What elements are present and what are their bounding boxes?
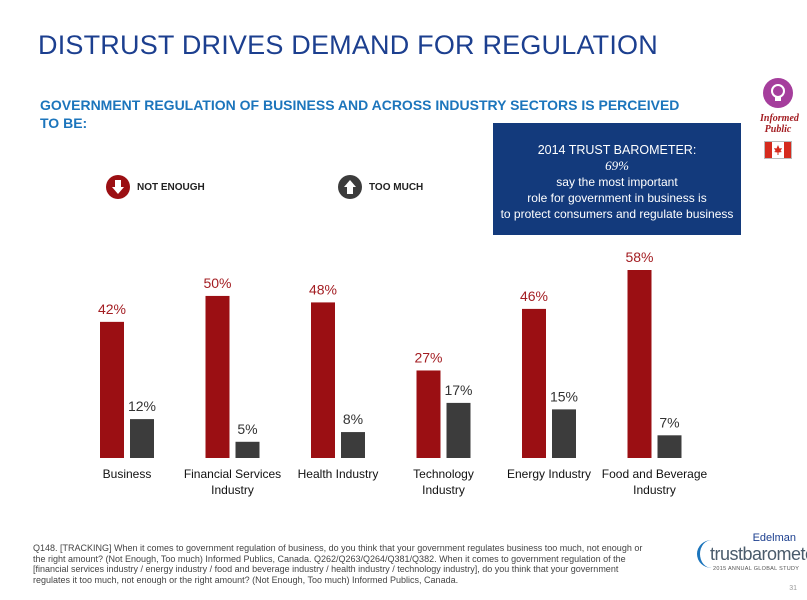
callout-percent: 69% bbox=[605, 158, 629, 173]
data-label-too-much-3: 17% bbox=[444, 382, 472, 398]
footnote: Q148. [TRACKING] When it comes to govern… bbox=[33, 543, 643, 585]
data-label-not-enough-3: 27% bbox=[414, 349, 442, 365]
x-tick-label: Financial Services Industry bbox=[183, 467, 282, 497]
x-tick-label: Health Industry bbox=[297, 467, 379, 481]
data-label-too-much-1: 5% bbox=[237, 421, 257, 437]
informed-public-label: Informed Public bbox=[760, 113, 799, 135]
data-label-not-enough-2: 48% bbox=[309, 281, 337, 297]
callout-line-1: say the most important bbox=[556, 175, 678, 189]
x-tick-label: Energy Industry bbox=[506, 467, 592, 481]
legend-too-much: TOO MUCH bbox=[338, 175, 423, 199]
data-label-too-much-2: 8% bbox=[343, 411, 363, 427]
data-label-not-enough-1: 50% bbox=[203, 275, 231, 291]
x-tick-label: Technology Industry bbox=[413, 467, 474, 497]
page-number: 31 bbox=[789, 585, 797, 592]
callout-title: 2014 TRUST BAROMETER: bbox=[537, 143, 697, 157]
logo-brand: Edelman bbox=[752, 532, 796, 544]
bar-not-enough-1 bbox=[205, 295, 230, 458]
callout-line-2: role for government in business is bbox=[527, 191, 707, 205]
bar-not-enough-2 bbox=[311, 302, 335, 458]
x-tick-label: Business bbox=[102, 467, 152, 481]
bar-too-much-1 bbox=[235, 441, 260, 458]
data-label-too-much-0: 12% bbox=[128, 398, 156, 414]
lightbulb-icon bbox=[763, 78, 793, 108]
canada-flag-icon bbox=[764, 141, 792, 159]
bar-not-enough-5 bbox=[627, 270, 652, 458]
logo-swoosh-icon bbox=[697, 540, 726, 568]
bar-too-much-0 bbox=[130, 419, 154, 458]
data-label-not-enough-5: 58% bbox=[625, 249, 653, 265]
data-label-not-enough-0: 42% bbox=[98, 301, 126, 317]
x-tick-label: Food and Beverage Industry bbox=[601, 467, 708, 497]
trust-barometer-callout: 2014 TRUST BAROMETER: 69% say the most i… bbox=[493, 123, 741, 235]
data-label-too-much-4: 15% bbox=[550, 388, 578, 404]
page-subtitle: GOVERNMENT REGULATION OF BUSINESS AND AC… bbox=[40, 97, 680, 131]
arrow-down-icon bbox=[106, 175, 130, 199]
bar-too-much-2 bbox=[341, 432, 365, 458]
data-label-too-much-5: 7% bbox=[659, 414, 679, 430]
bar-not-enough-4 bbox=[522, 308, 546, 458]
bar-too-much-5 bbox=[657, 435, 682, 458]
legend-too-much-label: TOO MUCH bbox=[369, 181, 424, 193]
bar-too-much-3 bbox=[446, 402, 471, 458]
page-title: DISTRUST DRIVES DEMAND FOR REGULATION bbox=[38, 30, 658, 60]
logo-tagline: 2015 ANNUAL GLOBAL STUDY bbox=[713, 566, 800, 572]
data-label-not-enough-4: 46% bbox=[520, 288, 548, 304]
bar-not-enough-0 bbox=[100, 321, 124, 458]
legend-not-enough-label: NOT ENOUGH bbox=[137, 181, 205, 193]
legend-not-enough: NOT ENOUGH bbox=[106, 175, 205, 199]
arrow-up-icon bbox=[338, 175, 362, 199]
callout-line-3: to protect consumers and regulate busine… bbox=[500, 207, 734, 221]
bar-too-much-4 bbox=[552, 409, 576, 458]
bar-not-enough-3 bbox=[416, 370, 441, 458]
informed-public-badge: Informed Public bbox=[760, 78, 799, 159]
edelman-logo: Edelman trustbarometer 2015 ANNUAL GLOBA… bbox=[680, 532, 807, 572]
logo-product: trustbarometer bbox=[710, 544, 807, 564]
